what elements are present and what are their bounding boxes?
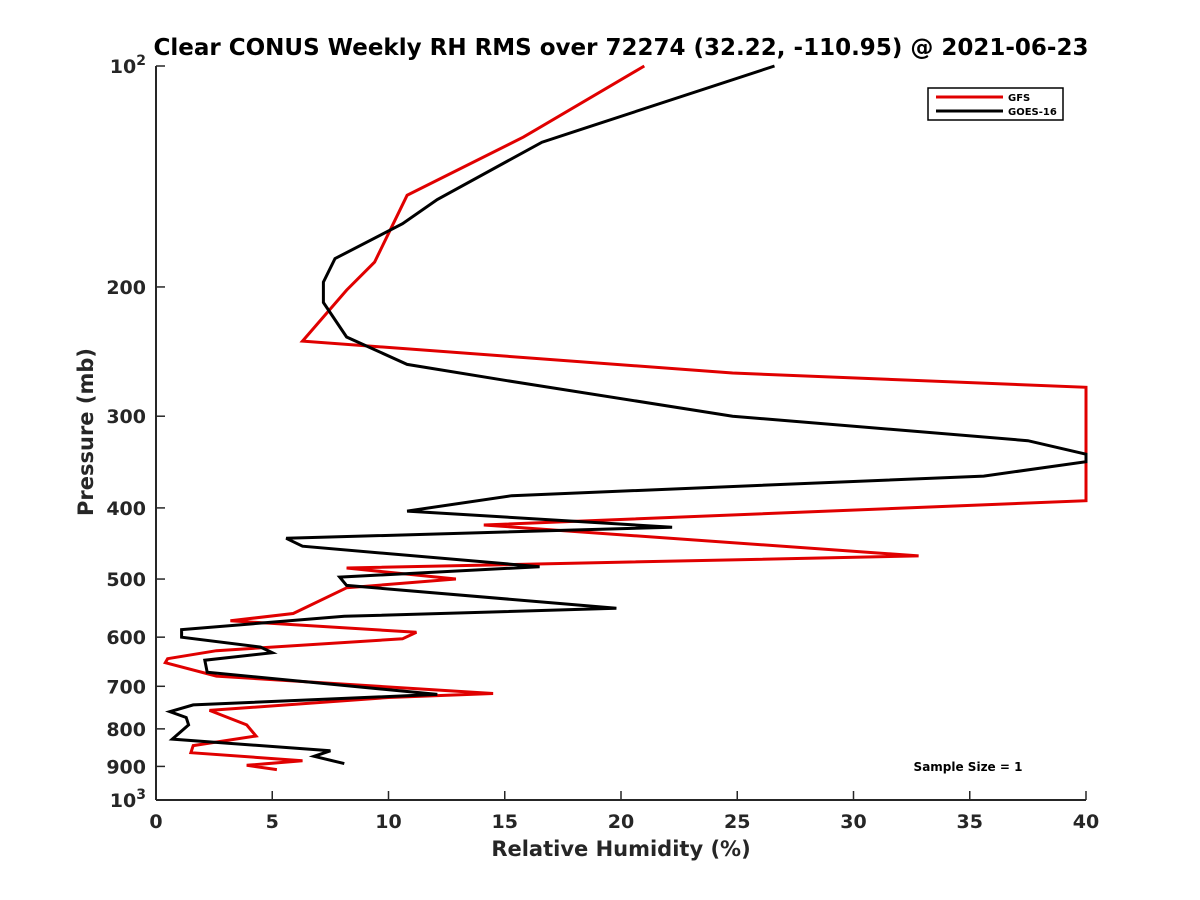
legend-label-goes-16: GOES-16: [1008, 107, 1057, 118]
legend: GFS GOES-16: [927, 87, 1064, 121]
sample-size-annotation: Sample Size = 1: [914, 760, 1023, 774]
legend-label-gfs: GFS: [1008, 93, 1030, 104]
y-axis-label: Pressure (mb): [74, 348, 98, 516]
y-tick-label: 600: [106, 627, 146, 649]
series-line-goes-16: [165, 64, 1088, 766]
plot-area: [163, 64, 1088, 772]
y-tick-label: 900: [106, 756, 146, 778]
axis-ticks: 0 5 10 15 20 25 30 35 40102200300400500600700800…: [106, 53, 1099, 833]
y-tick-label: 700: [106, 676, 146, 698]
x-tick-label: 5: [266, 811, 279, 833]
legend-box: [927, 87, 1064, 121]
x-tick-label: 20: [608, 811, 634, 833]
x-tick-label: 0: [149, 811, 162, 833]
x-tick-label: 25: [724, 811, 750, 833]
x-tick-label: 10: [375, 811, 401, 833]
x-tick-label: 30: [840, 811, 866, 833]
y-tick-label: 200: [106, 277, 146, 299]
chart-title: Clear CONUS Weekly RH RMS over 72274 (32…: [154, 35, 1089, 61]
x-tick-label: 15: [492, 811, 518, 833]
y-tick-label: 800: [106, 719, 146, 741]
y-tick-label: 500: [106, 569, 146, 591]
y-tick-label: 400: [106, 498, 146, 520]
x-tick-label: 40: [1073, 811, 1099, 833]
series-line-gfs: [163, 64, 1088, 772]
x-tick-label: 35: [957, 811, 983, 833]
x-axis-label: Relative Humidity (%): [491, 837, 750, 861]
y-tick-label: 300: [106, 406, 146, 428]
